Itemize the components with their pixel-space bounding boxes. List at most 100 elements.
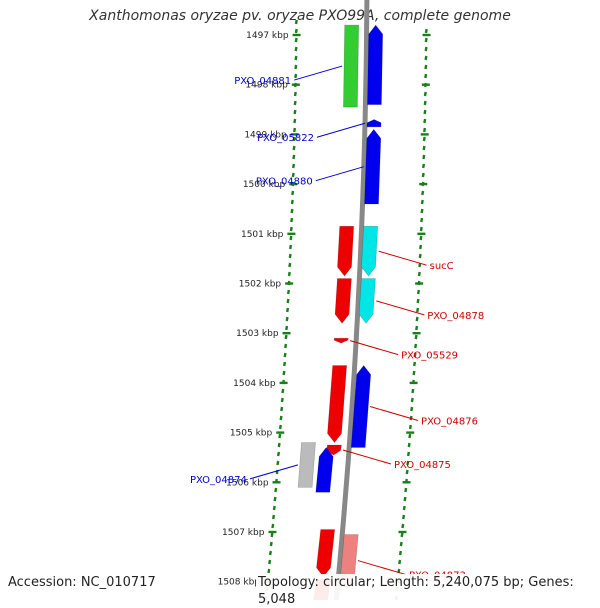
- ring-dot: [423, 100, 427, 106]
- gene-label-leader: [357, 560, 407, 576]
- ring-dot: [289, 235, 293, 241]
- ring-dot: [415, 325, 419, 331]
- gene-feature[interactable]: [315, 447, 334, 493]
- scale-tick-label: 1504 kbp: [233, 379, 276, 389]
- gene-label[interactable]: PXO_04880: [256, 177, 313, 188]
- gene-label[interactable]: PXO_04881: [234, 76, 291, 87]
- gene-feature[interactable]: [366, 119, 382, 128]
- ring-dot: [284, 343, 288, 349]
- ring-dot: [417, 271, 421, 277]
- inner-dotted-ring: [264, 19, 298, 600]
- ring-dot: [424, 46, 428, 52]
- gene-label[interactable]: sucC: [430, 261, 454, 272]
- ring-dot: [272, 505, 276, 511]
- ring-dot: [420, 217, 424, 223]
- ring-dot: [276, 451, 281, 457]
- ring-dot: [420, 199, 424, 205]
- ring-dot: [412, 361, 417, 367]
- ring-dot: [271, 523, 275, 529]
- scale-tick-label: 1502 kbp: [239, 280, 282, 290]
- ring-dot: [402, 505, 406, 511]
- scale-tick-label: 1505 kbp: [230, 429, 273, 439]
- gene-feature[interactable]: [343, 24, 360, 108]
- gene-feature[interactable]: [358, 278, 376, 324]
- scale-ticks: 1497 kbp 1498 kbp 1499 kbp 1500 kbp 1501 kbp…: [218, 31, 431, 588]
- gene-feature[interactable]: [350, 365, 372, 448]
- ring-dot: [290, 208, 294, 214]
- gene-feature[interactable]: [333, 337, 349, 344]
- ring-dot: [407, 442, 411, 448]
- gene-label-leader: [369, 406, 419, 421]
- ring-dot: [410, 406, 414, 412]
- ring-dot: [277, 442, 281, 448]
- ring-dot: [294, 55, 298, 61]
- ring-dot: [293, 118, 297, 124]
- ring-dot: [293, 109, 297, 115]
- gene-label[interactable]: PXO_04874: [190, 475, 247, 486]
- gene-label[interactable]: PXO_05529: [401, 351, 458, 362]
- gene-feature[interactable]: [361, 226, 379, 277]
- gene-feature[interactable]: [367, 24, 384, 105]
- ring-dot: [424, 64, 428, 70]
- ring-dot: [280, 406, 284, 412]
- gene-label[interactable]: PXO_04878: [427, 311, 484, 322]
- ring-dot: [408, 424, 412, 430]
- scale-tick-label: 1498 kbp: [245, 81, 288, 91]
- ring-dot: [421, 163, 426, 169]
- ring-dot: [406, 451, 411, 457]
- gene-feature[interactable]: [297, 442, 316, 488]
- ring-dot: [403, 496, 407, 502]
- scale-tick-label: 1501 kbp: [241, 230, 284, 240]
- ring-dot: [406, 460, 410, 466]
- gene-label-leader: [315, 166, 364, 182]
- ring-dot: [276, 460, 280, 466]
- ring-dot: [290, 199, 294, 205]
- gene-feature[interactable]: [316, 529, 336, 578]
- ring-dot: [286, 289, 291, 295]
- ring-dot: [410, 397, 414, 403]
- ring-dot: [285, 325, 289, 331]
- genome-backbone: [333, 0, 370, 600]
- gene-feature[interactable]: [327, 365, 348, 443]
- ring-dot: [421, 172, 425, 178]
- ring-dot: [414, 343, 418, 349]
- ring-dot: [290, 217, 294, 223]
- gene-label-leader: [378, 250, 427, 266]
- map-title: Xanthomonas oryzae pv. oryzae PXO99A, co…: [89, 8, 511, 24]
- backbone-line: [333, 0, 370, 600]
- ring-dot: [294, 37, 298, 43]
- ring-dot: [414, 334, 418, 340]
- ring-dot: [268, 559, 272, 565]
- ring-dot: [418, 253, 422, 259]
- ring-dot: [420, 208, 424, 214]
- gene-feature[interactable]: [337, 226, 355, 277]
- ring-dot: [278, 424, 282, 430]
- ring-dot: [412, 370, 416, 376]
- ring-dot: [270, 532, 274, 538]
- gene-label[interactable]: PXO_05822: [257, 133, 314, 144]
- ring-dot: [278, 433, 282, 439]
- ring-dot: [423, 91, 427, 97]
- scale-tick-label: 1500 kbp: [243, 180, 286, 190]
- ring-dot: [419, 226, 423, 232]
- gene-feature[interactable]: [364, 128, 382, 205]
- scale-tick-label: 1499 kbp: [244, 130, 287, 140]
- ring-dot: [284, 334, 288, 340]
- genome-summary-text: Topology: circular; Length: 5,240,075 bp…: [256, 574, 600, 608]
- ring-dot: [422, 154, 426, 160]
- gene-label[interactable]: PXO_04876: [421, 417, 478, 428]
- ring-dot: [288, 253, 292, 259]
- ring-dot: [272, 514, 276, 520]
- gene-label-leader: [342, 449, 392, 465]
- ring-dot: [404, 487, 408, 493]
- gene-feature[interactable]: [334, 278, 352, 324]
- ring-dot: [281, 388, 285, 394]
- ring-dot: [289, 226, 293, 232]
- ring-dot: [286, 298, 290, 304]
- ring-dot: [274, 487, 278, 493]
- ring-dot: [423, 109, 427, 115]
- scale-tick-label: 1508 kbp: [218, 578, 261, 588]
- gene-label[interactable]: PXO_04875: [394, 460, 451, 471]
- ring-dot: [294, 28, 298, 34]
